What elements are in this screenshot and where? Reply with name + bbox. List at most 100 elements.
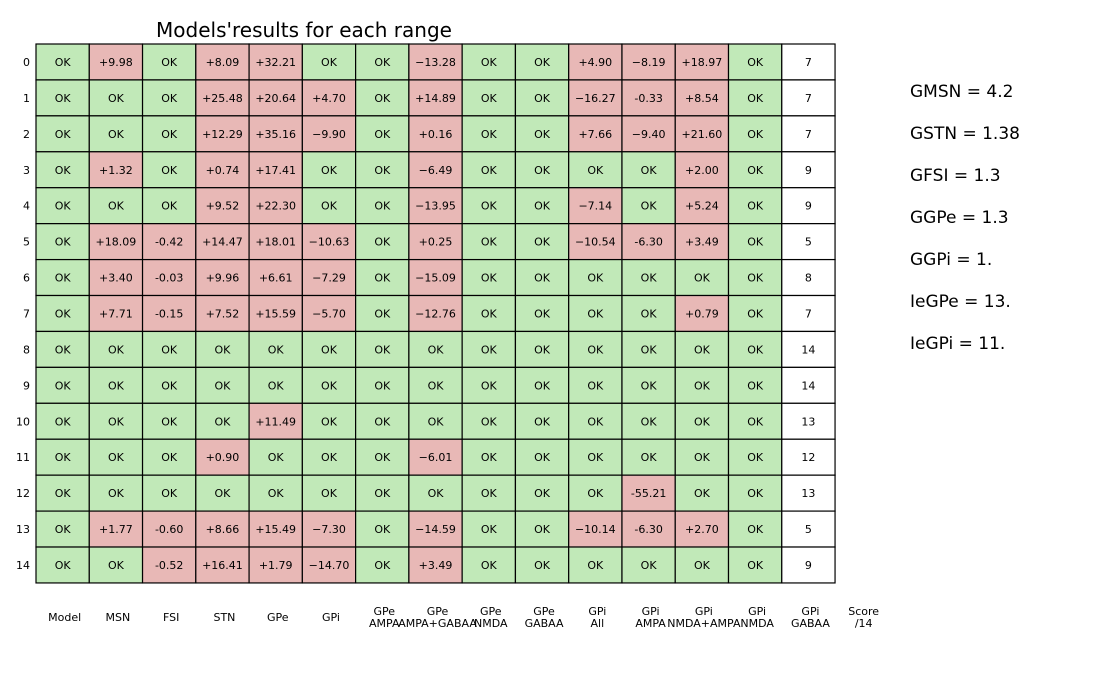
table-cell: [514, 43, 570, 81]
table-cell: [621, 79, 676, 117]
table-cell: [727, 258, 783, 297]
row-label: 6: [23, 272, 30, 285]
cell-value: OK: [641, 200, 658, 213]
cell-value: OK: [374, 200, 391, 213]
cell-value: OK: [108, 200, 125, 213]
cell-value: −8.19: [632, 56, 666, 69]
table-cell: [248, 79, 303, 117]
table-cell: [195, 546, 250, 584]
table-cell: [35, 115, 90, 153]
cell-value: 5: [805, 523, 812, 536]
cell-value: OK: [747, 415, 764, 428]
table-cell: [514, 294, 570, 333]
table-cell: [355, 294, 410, 333]
parameter-note: GMSN = 4.2: [910, 82, 1013, 102]
table-cell: [674, 510, 730, 548]
cell-value: OK: [747, 92, 764, 105]
table-cell: [568, 294, 623, 333]
column-label: GABAA: [525, 617, 564, 630]
cell-value: +6.61: [259, 272, 293, 285]
chart-title: Models'results for each range: [156, 18, 452, 42]
cell-value: OK: [694, 343, 711, 356]
cell-value: OK: [747, 343, 764, 356]
cell-value: +18.01: [255, 236, 296, 249]
cell-value: OK: [55, 523, 72, 536]
cell-value: -0.60: [155, 523, 183, 536]
cell-value: +18.97: [682, 56, 723, 69]
table-cell: [408, 330, 463, 368]
table-cell: [355, 223, 410, 261]
cell-value: OK: [55, 415, 72, 428]
cell-value: +0.74: [206, 164, 240, 177]
cell-value: OK: [108, 128, 125, 141]
table-cell: [461, 223, 517, 261]
table-cell: [35, 438, 90, 476]
score-cell: [781, 474, 836, 512]
cell-value: OK: [534, 487, 551, 500]
cell-value: 5: [805, 236, 812, 249]
table-cell: [674, 366, 730, 404]
table-cell: [514, 402, 570, 440]
cell-value: OK: [534, 307, 551, 320]
cell-value: OK: [694, 487, 711, 500]
table-cell: [461, 546, 517, 584]
cell-value: OK: [55, 451, 72, 464]
score-cell: [781, 294, 836, 333]
cell-value: OK: [587, 272, 604, 285]
cell-value: OK: [108, 559, 125, 572]
table-cell: [568, 151, 623, 189]
cell-value: 13: [801, 415, 815, 428]
row-label: 8: [23, 343, 30, 356]
cell-value: +1.77: [99, 523, 133, 536]
parameter-note: GGPi = 1.: [910, 250, 992, 270]
cell-value: OK: [268, 379, 285, 392]
cell-value: OK: [534, 200, 551, 213]
cell-value: −10.63: [309, 236, 350, 249]
table-cell: [621, 43, 676, 81]
cell-value: OK: [374, 236, 391, 249]
table-cell: [88, 330, 144, 368]
table-cell: [674, 223, 730, 261]
table-cell: [727, 151, 783, 189]
cell-value: OK: [55, 236, 72, 249]
row-label: 1: [23, 92, 30, 105]
score-cell: [781, 366, 836, 404]
table-cell: [248, 258, 303, 297]
cell-value: +35.16: [255, 128, 296, 141]
cell-value: OK: [268, 487, 285, 500]
cell-value: OK: [641, 272, 658, 285]
cell-value: −10.54: [575, 236, 616, 249]
table-cell: [408, 438, 463, 476]
cell-value: OK: [55, 559, 72, 572]
table-cell: [88, 294, 144, 333]
cell-value: OK: [747, 451, 764, 464]
cell-value: OK: [428, 343, 445, 356]
table-cell: [88, 151, 144, 189]
parameter-notes: GMSN = 4.2 GSTN = 1.38 GFSI = 1.3 GGPe = 1.…: [910, 82, 1020, 354]
table-cell: [727, 187, 783, 225]
table-cell: [301, 330, 357, 368]
table-cell: [674, 546, 730, 584]
cell-value: OK: [108, 451, 125, 464]
table-cell: [408, 366, 463, 404]
table-cell: [35, 223, 90, 261]
cell-value: OK: [481, 487, 498, 500]
table-cell: [301, 151, 357, 189]
cell-value: OK: [747, 164, 764, 177]
column-label: GPe: [480, 605, 502, 618]
column-label: Model: [48, 611, 81, 624]
cell-value: OK: [161, 487, 178, 500]
cell-value: +32.21: [255, 56, 296, 69]
cell-value: OK: [534, 415, 551, 428]
column-label: GPe: [427, 605, 449, 618]
table-cell: [355, 546, 410, 584]
table-cell: [674, 474, 730, 512]
cell-value: OK: [641, 164, 658, 177]
table-cell: [301, 223, 357, 261]
cell-value: OK: [641, 307, 658, 320]
cell-value: +8.66: [206, 523, 240, 536]
cell-value: +25.48: [202, 92, 243, 105]
table-cell: [408, 474, 463, 512]
cell-value: +18.09: [96, 236, 137, 249]
cell-value: OK: [321, 379, 338, 392]
